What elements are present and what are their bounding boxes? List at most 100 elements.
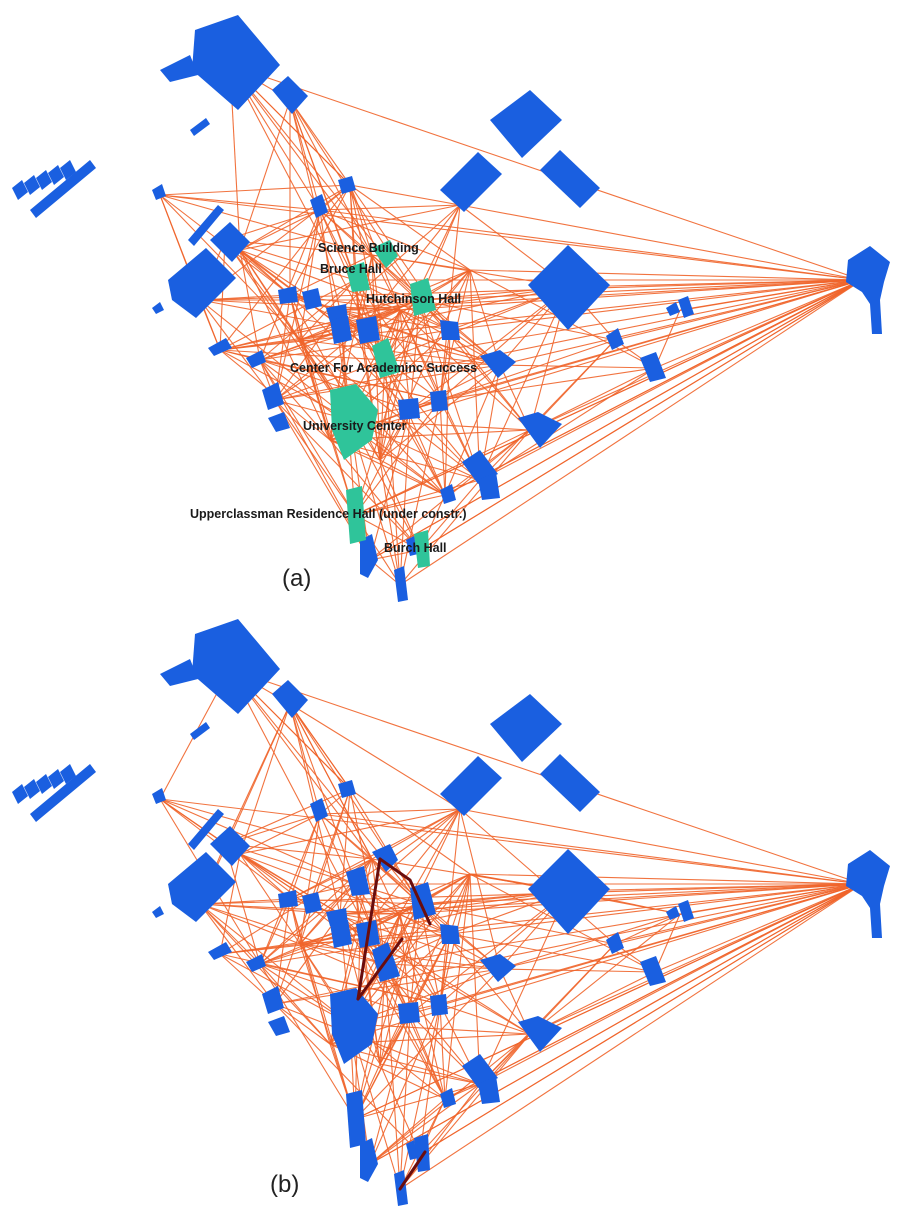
edge-far-east [449,279,863,331]
building-east-mid-1 [480,350,516,378]
building-west-low-3 [262,382,284,410]
edge [199,903,331,1045]
edge [349,1023,531,1035]
edge-far-east [399,883,863,1190]
edge [529,913,681,1035]
label-science-building: Science Building [318,241,419,255]
edge [299,309,401,341]
edge [444,873,471,1100]
edge-far-east [444,883,863,1100]
edge [219,239,226,351]
edge [349,184,471,271]
edge [359,204,461,331]
building-east-a [490,90,562,158]
edge [299,943,356,1120]
edge [299,269,471,341]
edge [384,963,501,970]
edge [384,359,446,496]
edge [614,913,681,945]
building-south-3 [440,484,456,504]
edge-far-east [444,279,863,496]
building-mid-1 [278,286,298,304]
edge [399,913,446,1100]
label-university-center: University Center [303,419,407,433]
building-north-tab [190,118,210,136]
edge [384,359,401,586]
edge [379,459,446,496]
highlight-layer-a [330,240,436,568]
edge [259,309,401,361]
edge-far-east [384,883,863,965]
edge [399,808,461,915]
edge-far-east [399,279,863,311]
edge [219,279,356,351]
edge [369,1013,411,1165]
building-mid-2 [302,892,322,914]
edge-far-east [459,204,863,281]
edge [159,194,301,341]
edge [479,943,616,1085]
edge [354,808,461,885]
edge [444,329,451,496]
edge [274,364,501,401]
edge [289,99,421,301]
edge [384,269,471,361]
building-east-far-3 [666,302,680,316]
edge [379,269,471,461]
edge [239,209,321,251]
edge-far-east [614,883,863,945]
edge [239,184,351,251]
edge [289,703,461,810]
edge-far-east [439,883,863,1005]
edge-far-east [354,883,863,1120]
edge [349,184,373,256]
path-segment-1 [356,857,382,1001]
edge [299,339,331,441]
edge [229,64,373,256]
panel-b: (b) [0,604,907,1208]
path-segment-3 [378,857,432,926]
building-urh [346,486,366,544]
edge [239,853,301,945]
edge [224,788,351,845]
edge [359,254,373,331]
building-west-large [168,248,236,318]
building-university-center [330,384,378,460]
building-north-west-annex [160,55,198,82]
edge [289,99,321,211]
building-mid-10 [430,994,448,1016]
edge [274,209,321,401]
edge [299,339,481,481]
edge [199,903,301,945]
edge [349,419,531,431]
edge [479,339,616,481]
building-mid-6 [330,920,352,948]
edge [274,1003,331,1045]
edge [384,359,501,366]
edge [379,309,401,461]
edge [354,409,411,516]
label-center-for-academic-success: Center For Academinc Success [290,361,477,375]
edge [459,808,616,945]
building-mid-5 [310,798,328,822]
edge [349,184,461,206]
building-west-row-1 [12,784,28,804]
building-east-c [540,754,600,812]
edge [219,349,351,421]
edge-far-east [419,883,863,1155]
edge [259,898,291,965]
edge [289,99,373,256]
edge [299,943,386,965]
edge [274,968,501,1005]
edge [439,808,461,1005]
edge [459,808,501,970]
edge-layer-a [159,64,863,586]
building-east-far-2 [640,352,666,382]
edge-far-east [319,813,863,885]
building-west-row-1 [12,180,28,200]
edge [499,913,681,970]
edge [199,903,351,1025]
edge [499,364,656,369]
edge [219,953,351,1025]
building-far-east [846,246,890,334]
